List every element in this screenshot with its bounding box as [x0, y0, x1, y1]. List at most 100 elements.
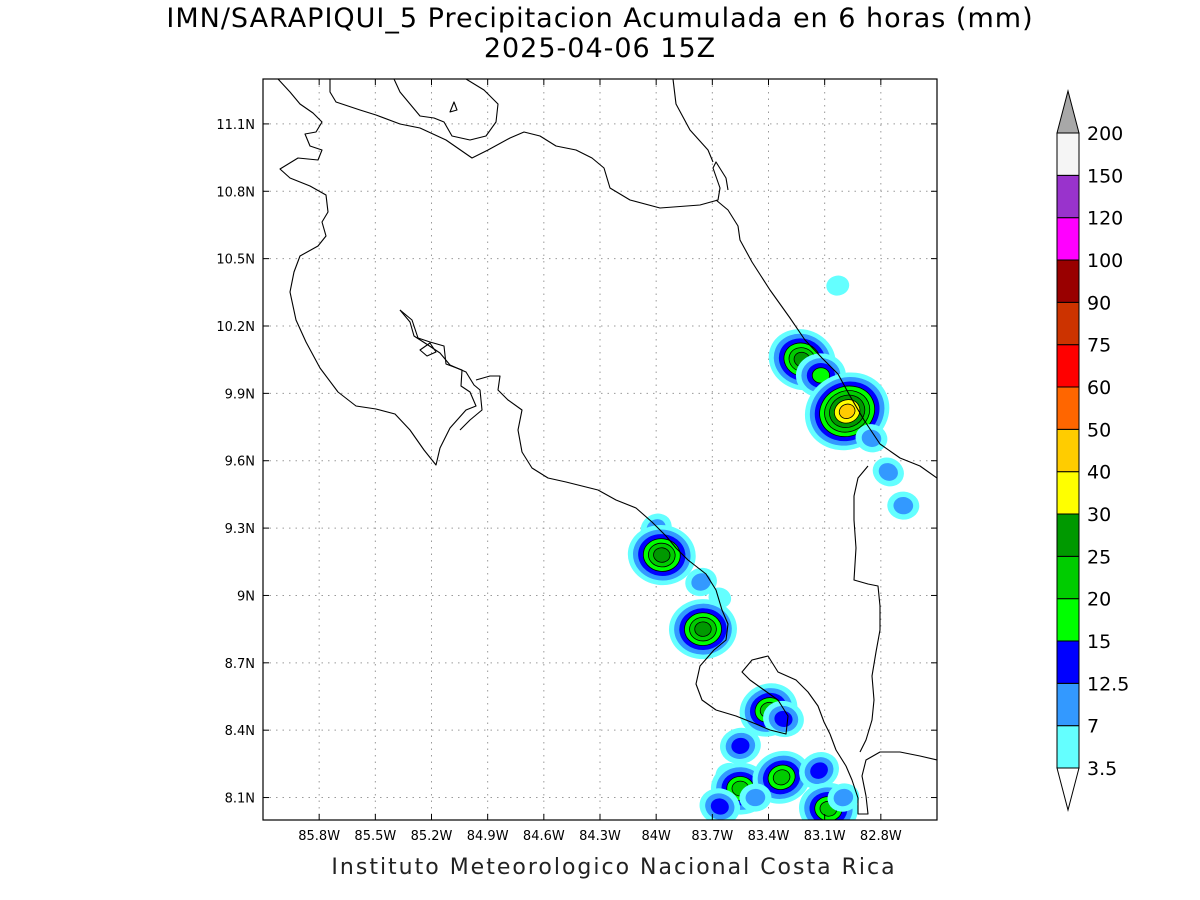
precip-contour-12-5 [810, 762, 828, 779]
lat-tick-label: 9.6N [225, 455, 255, 470]
colorbar-swatch [1056, 725, 1080, 769]
precip-cell [720, 727, 761, 764]
precip-cell [699, 788, 741, 820]
lon-tick-label: 84W [641, 829, 671, 844]
colorbar-swatch [1056, 598, 1080, 642]
colorbar-label: 100 [1087, 250, 1123, 272]
lon-tick-label: 83.1W [804, 829, 846, 844]
lat-tick-label: 10.2N [216, 320, 255, 335]
lon-tick-label: 82.8W [860, 829, 902, 844]
border-panama [853, 465, 881, 753]
colorbar-label: 12.5 [1087, 673, 1129, 695]
colorbar-swatch [1056, 174, 1080, 219]
colorbar-swatch [1056, 259, 1080, 303]
colorbar-label: 20 [1087, 589, 1111, 611]
coastline-caribbean [715, 199, 937, 479]
lon-tick-label: 85.5W [354, 829, 396, 844]
colorbar-swatch [1056, 301, 1080, 346]
lon-tick-label: 84.9W [467, 829, 509, 844]
precip-contour-7 [893, 497, 914, 515]
lake-islet [449, 101, 458, 113]
coastline-burica [829, 733, 937, 815]
grid-lines [263, 79, 937, 820]
colorbar-swatch [1056, 386, 1080, 430]
border-nicaragua [329, 79, 729, 209]
precip-cell [826, 275, 850, 296]
precip-cell [799, 751, 839, 790]
colorbar-label: 7 [1087, 716, 1099, 738]
colorbar-label: 75 [1087, 335, 1111, 357]
colorbar-label: 25 [1087, 546, 1111, 568]
colorbar-label: 90 [1087, 292, 1111, 314]
colorbar-label: 120 [1087, 208, 1123, 230]
precip-cell [763, 700, 804, 738]
precip-contour-25 [653, 547, 671, 563]
colorbar-swatch [1056, 682, 1080, 727]
coastline-layer [277, 79, 937, 815]
precip-cell [685, 567, 717, 597]
chart-subtitle: 2025-04-06 15Z [483, 33, 717, 64]
colorbar-label: 3.5 [1087, 758, 1117, 780]
nicoya-gulf-islet [419, 342, 437, 357]
colorbar-swatch [1056, 132, 1080, 176]
colorbar-label: 60 [1087, 377, 1111, 399]
colorbar-swatch [1056, 471, 1080, 515]
lon-tick-label: 83.7W [691, 829, 733, 844]
colorbar-label: 40 [1087, 462, 1111, 484]
precip-cell [827, 783, 860, 812]
coastline-gulf-east [399, 309, 483, 431]
lat-tick-label: 10.8N [216, 185, 255, 200]
lake-nicaragua-shore [393, 79, 499, 141]
lon-tick-label: 85.8W [298, 829, 340, 844]
precip-cell [872, 457, 904, 487]
precip-contour-40 [838, 403, 856, 419]
colorbar-swatch [1056, 428, 1080, 473]
colorbar-under-arrow [1056, 767, 1080, 812]
lon-tick-label: 85.2W [411, 829, 453, 844]
precip-cell [887, 491, 920, 520]
precip-contour-12-5 [774, 710, 793, 728]
chart-title: IMN/SARAPIQUI_5 Precipitacion Acumulada … [166, 3, 1034, 34]
colorbar-swatch [1056, 555, 1080, 600]
lon-tick-label: 83.4W [748, 829, 790, 844]
precip-cell [668, 599, 737, 660]
colorbar-over-arrow [1056, 89, 1080, 134]
longitude-tick-labels: 85.8W 85.5W 85.2W 84.9W 84.6W 84.3W 84W 83.7W 83… [298, 79, 902, 844]
precip-contour-7 [878, 463, 898, 481]
colorbar-swatch [1056, 344, 1080, 388]
lat-tick-label: 8.7N [225, 657, 255, 672]
nicaragua-interior-line [672, 79, 714, 163]
colorbar-label: 200 [1087, 123, 1123, 145]
lat-tick-label: 9.3N [225, 522, 255, 537]
precip-contour-7 [833, 788, 854, 807]
colorbar-label: 50 [1087, 419, 1111, 441]
precip-contour-25 [694, 621, 712, 637]
precip-contour-20 [772, 769, 791, 786]
colorbar-label: 30 [1087, 504, 1111, 526]
precip-contour-7 [745, 788, 766, 807]
latitude-tick-labels: 8.1N 8.4N 8.7N 9N 9.3N 9.6N 9.9N 10.2N 10.5N 10.8… [216, 118, 937, 807]
precip-contour-7 [861, 429, 882, 447]
lat-tick-label: 9N [237, 589, 255, 604]
lat-tick-label: 9.9N [225, 387, 255, 402]
credit-footer: Instituto Meteorologico Nacional Costa R… [331, 855, 897, 880]
lat-tick-label: 10.5N [216, 253, 255, 268]
colorbar-swatch [1056, 217, 1080, 261]
precip-contour-3-5 [826, 275, 850, 296]
precip-cell [627, 524, 696, 586]
costa-rica-interior-line [475, 375, 729, 711]
colorbar-label: 150 [1087, 165, 1123, 187]
precip-cell [739, 783, 772, 812]
colorbar-swatch [1056, 640, 1080, 684]
precipitation-field [627, 275, 920, 820]
coastline-pacific-north [277, 79, 477, 466]
precip-contour-12-5 [710, 798, 729, 815]
lat-tick-label: 11.1N [216, 118, 255, 133]
colorbar-label: 15 [1087, 631, 1111, 653]
colorbar-swatch [1056, 513, 1080, 557]
lon-tick-label: 84.6W [523, 829, 565, 844]
colorbar: 3.5 7 12.5 15 20 25 30 40 50 60 75 90 100 120 150 200 [1056, 89, 1129, 812]
precip-contour-12-5 [731, 737, 750, 754]
lat-tick-label: 8.4N [225, 724, 255, 739]
